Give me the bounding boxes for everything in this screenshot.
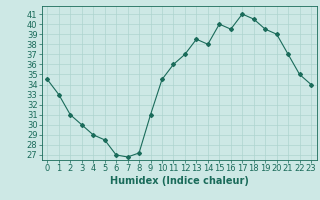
X-axis label: Humidex (Indice chaleur): Humidex (Indice chaleur): [110, 176, 249, 186]
